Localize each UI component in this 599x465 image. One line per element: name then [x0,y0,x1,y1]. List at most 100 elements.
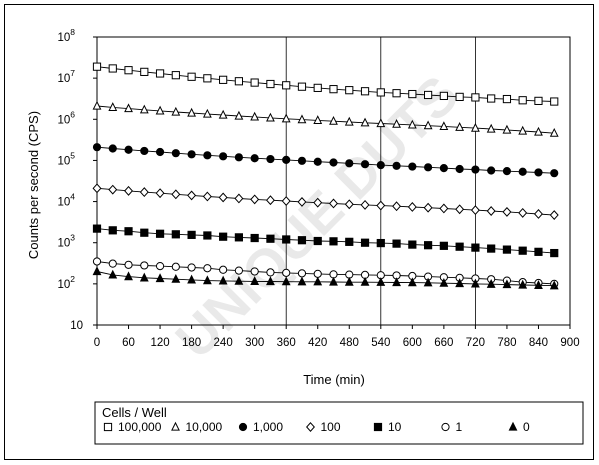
data-point-series-0 [124,66,133,75]
data-point-series-1 [455,122,465,131]
data-point-series-0 [266,79,275,89]
data-point-series-1 [392,118,401,128]
data-point-series-6 [108,269,118,279]
legend-marker [306,422,315,432]
x-tick-label: 360 [277,337,296,349]
data-point-series-5 [297,269,307,278]
data-point-series-0 [171,71,180,80]
y-tick-label: 102 [57,274,75,291]
data-point-series-1 [549,127,559,137]
data-point-series-3 [423,202,433,213]
data-point-series-4 [534,247,543,256]
data-point-series-4 [266,234,275,243]
data-point-series-3 [234,193,244,204]
data-point-series-6 [250,276,260,285]
data-point-series-0 [297,82,307,91]
data-point-series-1 [470,122,480,132]
data-point-series-2 [376,160,385,170]
data-point-series-5 [250,267,259,276]
data-point-series-4 [550,248,559,258]
data-point-series-6 [281,276,291,286]
legend-label: 10 [388,420,402,434]
data-point-series-3 [486,206,496,216]
data-point-series-0 [360,87,370,96]
data-point-series-1 [534,126,543,136]
x-tick-label: 540 [371,337,390,349]
data-point-series-6 [534,280,543,289]
data-point-series-6 [392,277,401,287]
data-point-series-1 [486,123,496,133]
data-point-series-2 [471,165,480,174]
data-point-series-1 [439,121,449,131]
data-point-series-2 [408,162,417,171]
data-point-series-4 [408,240,417,249]
x-tick-label: 600 [403,337,422,349]
x-tick-label: 180 [182,337,201,349]
data-point-series-6 [486,279,496,288]
data-point-series-0 [313,83,322,92]
x-tick-label: 0 [94,337,100,349]
data-point-series-4 [439,241,448,250]
data-point-series-3 [139,187,149,198]
x-tick-label: 780 [497,337,516,349]
data-point-series-2 [550,169,559,178]
data-point-series-0 [234,77,244,86]
data-point-series-0 [140,67,149,76]
data-point-series-5 [234,266,243,275]
data-point-series-3 [392,201,402,212]
x-tick-label: 240 [214,337,233,349]
data-point-series-6 [329,276,338,286]
data-point-series-4 [518,246,527,255]
legend-marker [441,422,450,432]
legend-marker [171,421,180,431]
data-point-series-3 [533,209,543,219]
x-tick-label: 660 [434,337,453,349]
data-point-series-3 [439,203,449,214]
data-point-series-6 [439,277,449,287]
data-point-series-3 [407,202,417,212]
data-point-series-4 [424,241,433,250]
data-point-series-0 [187,72,196,81]
x-tick-label: 300 [245,337,264,349]
data-point-series-3 [155,188,165,199]
data-point-series-3 [470,205,480,216]
data-point-series-3 [218,192,228,203]
y-tick-label: 104 [57,192,75,209]
data-point-series-4 [203,231,212,240]
data-point-series-3 [202,191,212,202]
data-point-series-2 [455,164,464,174]
y-tick-label: 108 [57,27,75,44]
data-point-series-1 [92,100,102,110]
data-point-series-4 [234,233,244,242]
data-point-series-0 [108,64,117,73]
data-point-series-0 [250,78,259,87]
data-point-series-6 [549,280,559,290]
data-point-series-6 [202,275,212,285]
data-point-series-0 [502,94,512,104]
data-point-series-6 [171,273,181,283]
data-point-series-6 [218,275,228,285]
data-point-series-0 [471,93,480,102]
data-point-series-5 [155,262,165,271]
y-tick-label: 106 [57,109,75,126]
data-point-series-3 [313,197,323,208]
data-point-series-3 [92,183,102,194]
data-point-series-6 [455,278,465,288]
data-point-series-4 [155,229,165,238]
data-point-series-1 [171,106,181,116]
series-line-0 [96,66,555,102]
data-point-series-3 [171,189,181,200]
data-point-series-6 [518,279,528,289]
data-point-series-4 [124,227,133,236]
data-point-series-0 [282,81,291,90]
data-point-series-1 [329,115,338,125]
data-point-series-5 [266,268,275,277]
data-point-series-2 [345,159,354,168]
data-point-series-2 [392,161,401,170]
data-point-series-3 [376,200,386,211]
y-tick-label: 10 [70,320,83,332]
data-point-series-2 [487,166,496,175]
data-point-series-1 [518,125,528,135]
data-point-series-1 [266,112,275,122]
data-point-series-3 [455,204,465,215]
